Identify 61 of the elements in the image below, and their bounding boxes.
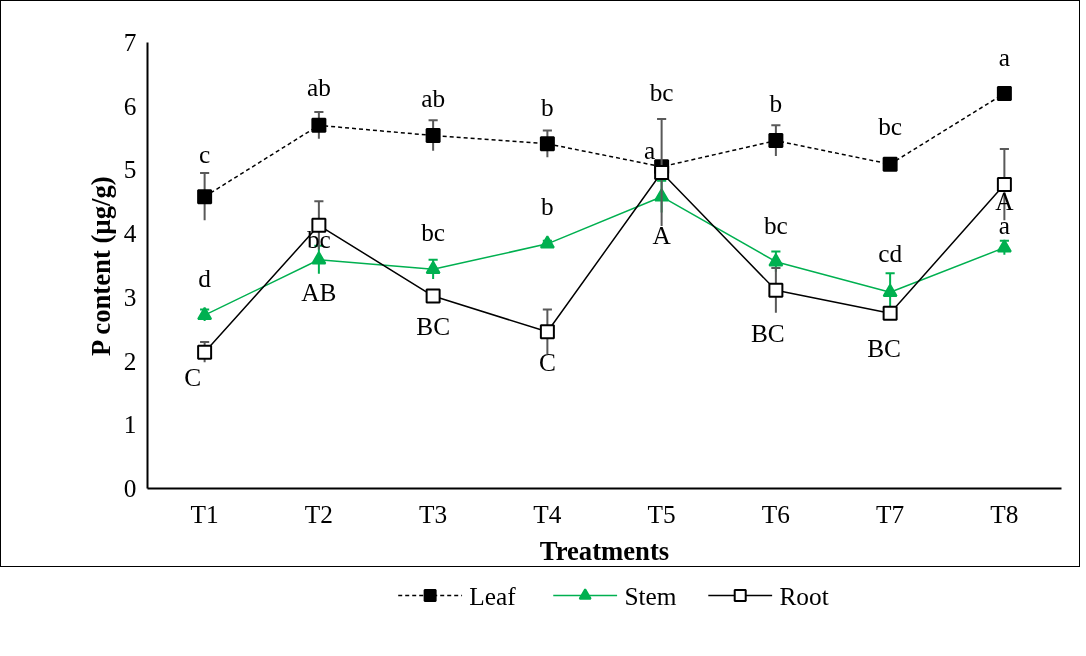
x-tick-label: T2 [304,499,333,528]
x-tick-label: T5 [647,499,676,528]
point [311,251,327,265]
y-tick-label: 4 [123,219,137,248]
legend-label: Root [779,581,829,610]
annotation: c [199,139,211,168]
legend-label: Stem [624,581,677,610]
x-tick-label: T7 [876,499,905,528]
annotation: b [541,92,554,121]
annotation: C [184,363,202,392]
annotation: a [998,210,1010,239]
x-axis-title: Treatments [539,535,670,566]
point [425,260,441,275]
annotation: d [198,264,212,293]
x-tick-label: T8 [990,499,1019,528]
y-tick-label: 2 [123,346,137,375]
y-tick-label: 5 [123,155,137,184]
point [197,189,213,205]
annotation: cd [878,239,903,268]
annotation: bc [649,77,674,106]
annotation: BC [750,319,785,348]
point [539,235,555,249]
annotation: b [769,88,783,117]
point [768,253,784,267]
point [882,283,898,298]
point [654,164,670,180]
x-tick-label: T6 [761,499,790,528]
annotation: BC [416,312,451,341]
point [882,305,898,321]
y-axis-title: P content (µg/g) [85,176,116,357]
y-tick-label: 3 [123,282,137,311]
point [996,85,1012,101]
point [425,288,441,304]
annotation: ab [306,73,331,102]
x-tick-label: T3 [419,499,448,528]
annotation: AB [301,278,337,307]
point [311,117,327,133]
annotation: a [998,43,1010,72]
annotation: bc [763,210,788,239]
annotation: A [652,221,672,250]
point [882,156,898,172]
annotation: b [541,191,554,220]
annotation: C [538,347,556,376]
point [425,128,441,144]
point [539,136,555,152]
point [197,344,213,360]
point [539,324,555,340]
annotation: bc [421,218,446,247]
x-tick-label: T4 [533,499,562,528]
annotation: bc [878,112,903,141]
point [768,282,784,298]
annotation: ab [421,83,446,112]
y-tick-label: 6 [123,91,137,120]
y-tick-label: 7 [123,28,137,56]
annotation: BC [867,334,902,363]
annotation: a [644,135,656,164]
y-tick-label: 0 [123,474,137,502]
y-tick-label: 1 [123,410,137,439]
legend-label: Leaf [469,581,517,610]
x-tick-label: T1 [190,499,219,528]
point [768,133,784,149]
